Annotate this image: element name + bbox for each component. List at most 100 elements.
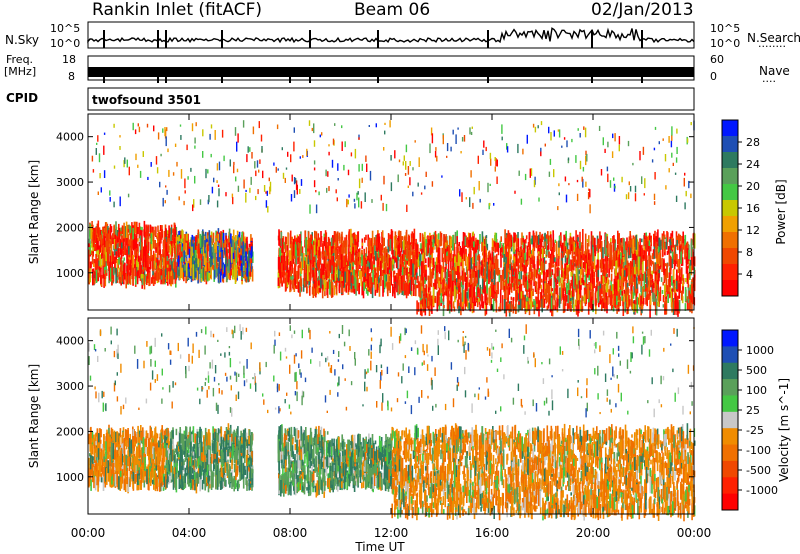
power-cell bbox=[494, 255, 496, 269]
power-cell bbox=[619, 286, 622, 294]
power-cell bbox=[328, 258, 331, 272]
power-cell bbox=[165, 228, 167, 238]
power-cell bbox=[681, 296, 684, 304]
power-cell bbox=[103, 275, 106, 279]
power-cell bbox=[222, 232, 225, 241]
power-cell bbox=[690, 258, 693, 276]
power-cell bbox=[633, 279, 635, 285]
power-cell bbox=[146, 236, 149, 252]
noise-line bbox=[87, 27, 695, 44]
power-cell bbox=[115, 259, 118, 264]
power-cell bbox=[462, 232, 465, 245]
power-cell bbox=[394, 275, 397, 283]
power-cell bbox=[113, 268, 115, 275]
power-cell bbox=[365, 247, 368, 257]
power-cell bbox=[319, 288, 322, 293]
power-cell bbox=[520, 271, 523, 280]
power-cell bbox=[113, 239, 116, 243]
power-cell bbox=[201, 253, 204, 258]
power-cell bbox=[508, 232, 511, 242]
power-cell bbox=[95, 244, 97, 252]
power-cell bbox=[348, 252, 350, 266]
power-cell bbox=[352, 288, 354, 293]
power-cell bbox=[281, 248, 284, 253]
power-cell bbox=[294, 281, 296, 289]
power-cell bbox=[640, 258, 642, 275]
power-cell bbox=[286, 272, 289, 289]
power-cell bbox=[184, 266, 186, 277]
power-cell bbox=[352, 275, 354, 285]
power-cell bbox=[472, 282, 474, 298]
power-cell bbox=[368, 262, 371, 269]
power-cell bbox=[107, 259, 109, 264]
power-cell bbox=[635, 299, 637, 312]
power-cell bbox=[146, 276, 148, 285]
power-cell bbox=[593, 271, 596, 277]
power-cell bbox=[389, 276, 391, 282]
power-cell bbox=[443, 305, 445, 309]
power-cell bbox=[533, 268, 536, 282]
power-cell bbox=[374, 245, 376, 255]
power-cell bbox=[573, 304, 575, 312]
power-cell bbox=[510, 234, 512, 240]
power-cell bbox=[381, 253, 383, 264]
power-cell bbox=[525, 238, 527, 244]
power-cell bbox=[206, 238, 208, 243]
power-cell bbox=[688, 290, 691, 299]
power-cell bbox=[242, 256, 245, 266]
power-cell bbox=[92, 263, 95, 267]
power-cell bbox=[373, 275, 376, 282]
power-cell bbox=[609, 287, 611, 304]
power-cell bbox=[179, 261, 182, 279]
power-cell bbox=[208, 230, 211, 246]
power-cell bbox=[306, 239, 308, 253]
power-cell bbox=[377, 248, 380, 264]
power-cell bbox=[531, 301, 534, 308]
power-cell bbox=[177, 255, 180, 272]
power-cell bbox=[348, 231, 350, 247]
power-cell bbox=[281, 238, 284, 250]
power-cell bbox=[183, 238, 185, 251]
power-cell bbox=[595, 298, 598, 306]
power-cell bbox=[392, 259, 394, 265]
power-cell bbox=[503, 246, 506, 259]
power-cell bbox=[285, 264, 288, 276]
power-cell bbox=[363, 260, 365, 269]
power-cell bbox=[504, 279, 507, 293]
power-cell bbox=[249, 244, 251, 252]
power-cell bbox=[232, 229, 235, 247]
power-cell bbox=[528, 239, 531, 250]
power-cell bbox=[683, 239, 686, 247]
power-cell bbox=[548, 251, 550, 258]
power-cell bbox=[466, 256, 469, 270]
power-cell bbox=[633, 260, 635, 267]
power-cell bbox=[344, 255, 346, 269]
power-cell bbox=[313, 274, 316, 289]
nave-label: Nave bbox=[759, 64, 790, 78]
power-cell bbox=[447, 277, 450, 289]
power-cell bbox=[101, 258, 104, 266]
power-cell bbox=[630, 290, 633, 307]
power-cell bbox=[289, 230, 292, 246]
power-cell bbox=[136, 271, 139, 285]
power-cell bbox=[119, 257, 122, 265]
power-cell bbox=[462, 240, 465, 252]
power-cell bbox=[579, 231, 581, 243]
power-cell bbox=[372, 270, 374, 283]
power-cell bbox=[664, 284, 666, 297]
power-cell bbox=[661, 257, 663, 272]
power-cell bbox=[160, 232, 162, 244]
power-cell bbox=[673, 245, 676, 260]
power-cell bbox=[227, 271, 230, 279]
power-cell bbox=[621, 247, 623, 251]
power-cell bbox=[495, 258, 497, 272]
power-cell bbox=[487, 257, 490, 265]
power-cell bbox=[554, 288, 556, 301]
power-cell bbox=[154, 240, 156, 250]
power-cell bbox=[136, 251, 138, 267]
power-cell bbox=[353, 260, 355, 265]
power-cell bbox=[291, 240, 293, 255]
power-cell bbox=[183, 264, 185, 273]
power-cell bbox=[652, 262, 655, 268]
